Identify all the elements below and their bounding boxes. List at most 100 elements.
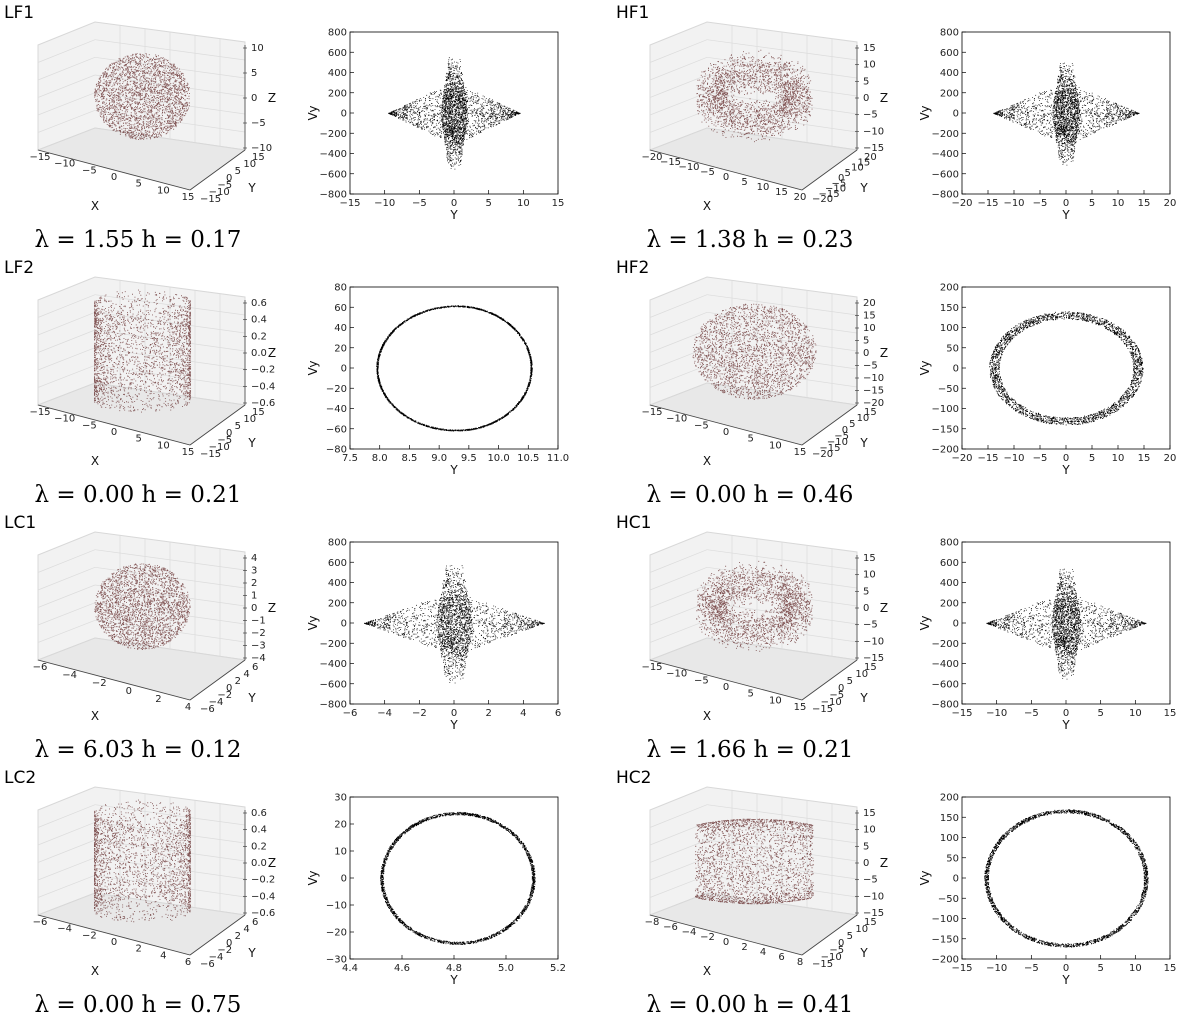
z-axis-label: Z <box>880 601 888 615</box>
y-axis <box>189 149 246 191</box>
x-tick-label: −10 <box>678 162 699 173</box>
phase-frame <box>349 796 559 960</box>
y-tick-label: −800 <box>932 700 959 711</box>
x-axis-label: X <box>91 199 99 213</box>
y-tick-label: 0 <box>838 938 844 949</box>
x-tick-label: 15 <box>794 702 807 713</box>
x-tick-label: 5 <box>747 689 753 700</box>
grid-line <box>37 57 96 81</box>
trajectory-dots <box>94 289 191 413</box>
z-tick-label: 20 <box>863 298 876 309</box>
panel-caption: λ = 0.00 h = 0.41 <box>647 992 854 1014</box>
x-tick-label: 0 <box>723 172 729 183</box>
x-tick-label: 2 <box>135 944 141 955</box>
x-tick-label: 0 <box>723 682 729 693</box>
y-tick-label: 0 <box>226 938 232 949</box>
x-axis <box>649 914 803 956</box>
y-tick-label: 800 <box>940 538 959 549</box>
x-tick-label: 0 <box>111 172 117 183</box>
z-tick-label: −1 <box>251 616 266 627</box>
grid-line <box>649 312 708 336</box>
y-tick-label: −6 <box>200 959 215 970</box>
x-axis-label: Y <box>1061 463 1070 477</box>
y-axis <box>189 404 246 446</box>
z-tick-label: −0.4 <box>251 891 275 902</box>
y-tick-label: 0 <box>953 364 959 375</box>
x-tick-label: 15 <box>1138 453 1151 464</box>
z-tick-label: 15 <box>863 553 876 564</box>
x-tick-label: 6 <box>555 708 561 719</box>
x-tick-label: −15 <box>951 963 972 974</box>
trajectory-points <box>695 818 814 905</box>
z-tick-label: 0.0 <box>251 858 267 869</box>
x-tick-label: 5 <box>485 198 491 209</box>
x-tick-label: −4 <box>377 708 392 719</box>
y-tick-label: −15 <box>812 959 833 970</box>
grid-line <box>37 74 96 98</box>
y-tick-label: 10 <box>334 847 347 858</box>
x-tick-label: −10 <box>666 414 687 425</box>
y-axis-label: Y <box>247 181 256 195</box>
x-tick-label: 4.6 <box>394 963 410 974</box>
phase-frame <box>961 796 1171 960</box>
y-tick-label: −50 <box>938 384 959 395</box>
y-tick-label: −2 <box>217 690 232 701</box>
x-tick-label: 6 <box>185 957 191 968</box>
y-tick-label: −800 <box>320 700 347 711</box>
view3d-plot: −8 −6 −4 −2 0 2 4 6 8151050−5−10−15151050−5−10−1… <box>645 786 888 978</box>
grid-line <box>649 110 708 133</box>
panel-caption: λ = 1.38 h = 0.23 <box>647 227 854 253</box>
phase-plot: −15 −10 −5 0 5 10 15 800 600 400 200 0 −200 −400 −600 −… <box>918 538 1176 733</box>
y-tick-label: −600 <box>320 679 347 690</box>
trajectory-points <box>94 289 191 413</box>
y-tick-label: 0 <box>838 173 844 184</box>
x-tick-label: 10 <box>769 440 782 451</box>
x-tick-label: −20 <box>951 453 972 464</box>
x-tick-label: −20 <box>641 152 662 163</box>
phase-points <box>364 565 545 684</box>
y-tick-label: 600 <box>328 48 347 59</box>
y-axis-label: Y <box>859 946 868 960</box>
y-tick-label: 10 <box>851 163 864 174</box>
grid-line <box>649 567 708 591</box>
z-tick-label: 15 <box>863 808 876 819</box>
y-tick-label: −5 <box>829 945 844 956</box>
x-axis-label: X <box>91 454 99 468</box>
trajectory-points <box>94 53 190 140</box>
grid-line <box>649 294 708 318</box>
y-tick-label: 5 <box>847 931 853 942</box>
x-axis <box>37 404 191 446</box>
x-tick-label: −5 <box>700 167 715 178</box>
x-tick-label: −6 <box>33 662 48 673</box>
z-axis-label: Z <box>268 856 276 870</box>
trajectory-points <box>692 303 817 400</box>
x-tick-label: 4.4 <box>342 963 358 974</box>
y-tick-label: 0 <box>226 683 232 694</box>
grid-line <box>649 549 708 573</box>
y-tick-label: −40 <box>326 404 347 415</box>
y-axis <box>801 914 858 956</box>
x-axis-label: X <box>703 709 711 723</box>
x-tick-label: 5 <box>747 434 753 445</box>
z-axis-label: Z <box>268 346 276 360</box>
x-tick-label: −15 <box>339 198 360 209</box>
z-tick-label: 10 <box>863 825 876 836</box>
z-tick-label: −5 <box>863 620 878 631</box>
x-tick-label: 4.8 <box>446 963 462 974</box>
trajectory-points <box>696 49 813 143</box>
y-tick-label: 2 <box>235 931 241 942</box>
y-tick-label: −50 <box>938 894 959 905</box>
y-axis-label: Y <box>247 436 256 450</box>
y-tick-label: 15 <box>864 407 877 418</box>
z-tick-label: −2 <box>251 628 266 639</box>
x-tick-label: 20 <box>1164 453 1177 464</box>
y-axis-label: Vy <box>918 361 932 376</box>
x-tick-label: −10 <box>1003 198 1024 209</box>
grid-line <box>649 92 708 116</box>
y-tick-label: 15 <box>252 407 265 418</box>
y-tick-label: −200 <box>932 639 959 650</box>
x-tick-label: −5 <box>1024 708 1039 719</box>
x-tick-label: 10.5 <box>517 453 539 464</box>
y-tick-label: 0 <box>341 364 347 375</box>
x-tick-label: −2 <box>82 930 97 941</box>
